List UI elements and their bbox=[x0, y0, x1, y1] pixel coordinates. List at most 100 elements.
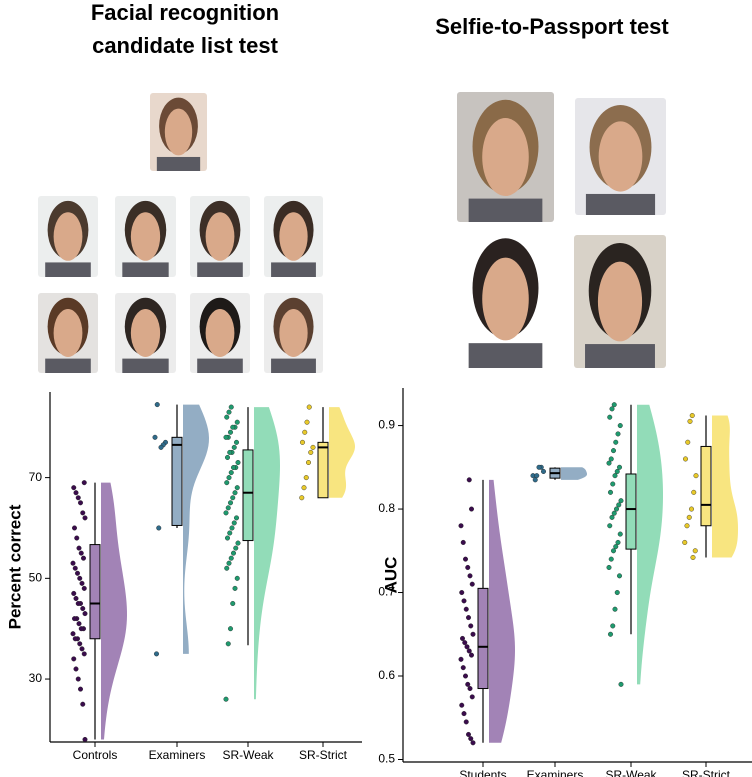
data-point bbox=[469, 581, 475, 587]
data-point bbox=[80, 510, 86, 516]
chart-title: Selfie-to-Passport test bbox=[435, 14, 669, 39]
data-point bbox=[468, 623, 474, 629]
data-point bbox=[614, 590, 620, 596]
data-point bbox=[459, 702, 465, 708]
data-point bbox=[224, 454, 230, 460]
x-tick-label: Controls bbox=[73, 748, 118, 762]
x-tick-label: SR-Strict bbox=[682, 768, 731, 777]
data-point bbox=[612, 473, 618, 479]
face-photo bbox=[38, 196, 98, 277]
chart-title: Facial recognition bbox=[91, 0, 279, 25]
data-point bbox=[230, 465, 236, 471]
y-tick-label: 30 bbox=[29, 671, 43, 685]
data-point bbox=[302, 429, 308, 435]
data-point bbox=[536, 464, 542, 470]
face bbox=[598, 121, 643, 192]
y-axis-label: AUC bbox=[381, 557, 400, 594]
data-point bbox=[74, 570, 80, 576]
chart-title: candidate list test bbox=[92, 33, 279, 58]
data-point bbox=[466, 615, 472, 621]
data-point bbox=[152, 434, 158, 440]
data-point bbox=[692, 548, 698, 554]
box bbox=[625, 473, 637, 550]
face bbox=[482, 118, 529, 196]
y-axis-label: Percent correct bbox=[5, 504, 24, 629]
data-point bbox=[72, 565, 78, 571]
data-point bbox=[230, 495, 236, 501]
face-photo bbox=[38, 293, 98, 373]
face-photo bbox=[457, 230, 554, 368]
data-point bbox=[224, 565, 230, 571]
y-tick-label: 0.8 bbox=[378, 501, 395, 515]
data-point bbox=[462, 640, 468, 646]
data-point bbox=[299, 495, 305, 501]
data-point bbox=[71, 525, 77, 531]
data-point bbox=[225, 505, 231, 511]
data-point bbox=[616, 502, 622, 508]
shoulders bbox=[45, 358, 91, 373]
shoulders bbox=[585, 344, 655, 368]
data-point bbox=[233, 545, 239, 551]
face bbox=[130, 309, 161, 357]
data-point bbox=[460, 665, 466, 671]
data-point bbox=[463, 556, 469, 562]
data-point bbox=[70, 631, 76, 637]
data-point bbox=[606, 460, 612, 466]
data-point bbox=[158, 444, 164, 450]
data-point bbox=[80, 555, 86, 561]
box bbox=[89, 544, 101, 640]
data-point bbox=[230, 424, 236, 430]
data-point bbox=[224, 480, 230, 486]
x-tick-label: Examiners bbox=[527, 768, 584, 777]
data-point bbox=[615, 431, 621, 437]
data-point bbox=[465, 681, 471, 687]
violin bbox=[183, 404, 209, 654]
data-point bbox=[610, 623, 616, 629]
violin bbox=[637, 404, 663, 685]
data-point bbox=[227, 500, 233, 506]
data-point bbox=[610, 481, 616, 487]
data-point bbox=[73, 490, 79, 496]
violin bbox=[329, 407, 355, 498]
data-point bbox=[611, 448, 617, 454]
data-point bbox=[306, 404, 312, 410]
violin bbox=[489, 479, 515, 743]
data-point bbox=[223, 696, 229, 702]
data-point bbox=[75, 495, 81, 501]
data-point bbox=[310, 444, 316, 450]
data-point bbox=[464, 644, 470, 650]
data-point bbox=[306, 460, 312, 466]
x-tick-label: SR-Strict bbox=[299, 748, 348, 762]
data-point bbox=[460, 635, 466, 641]
data-point bbox=[224, 414, 230, 420]
data-point bbox=[76, 545, 82, 551]
data-point bbox=[693, 473, 699, 479]
data-point bbox=[615, 539, 621, 545]
shoulders bbox=[271, 358, 316, 373]
shoulders bbox=[468, 343, 543, 368]
face bbox=[164, 108, 193, 156]
data-point bbox=[463, 606, 469, 612]
data-point bbox=[611, 548, 617, 554]
data-point bbox=[227, 449, 233, 455]
data-point bbox=[541, 468, 547, 474]
data-point bbox=[532, 477, 538, 483]
data-point bbox=[460, 539, 466, 545]
data-point bbox=[156, 525, 162, 531]
data-point bbox=[469, 694, 475, 700]
data-point bbox=[689, 413, 695, 419]
violin bbox=[712, 415, 738, 558]
shoulders bbox=[585, 193, 656, 215]
data-point bbox=[467, 573, 473, 579]
data-point bbox=[234, 485, 240, 491]
data-point bbox=[468, 736, 474, 742]
y-tick-label: 70 bbox=[29, 470, 43, 484]
data-point bbox=[71, 485, 77, 491]
data-point bbox=[72, 636, 78, 642]
data-point bbox=[686, 514, 692, 520]
data-point bbox=[226, 409, 232, 415]
data-point bbox=[467, 686, 473, 692]
shoulders bbox=[197, 262, 243, 277]
box bbox=[242, 449, 254, 542]
data-point bbox=[689, 506, 695, 512]
